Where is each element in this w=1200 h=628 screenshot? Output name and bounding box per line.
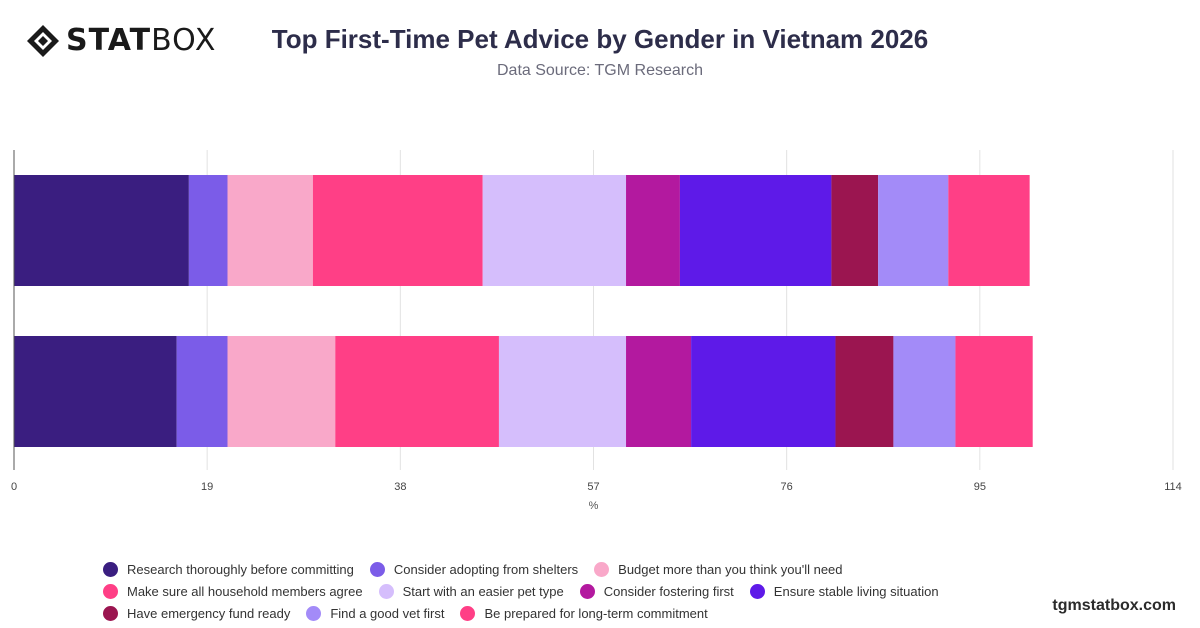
legend-swatch [594, 561, 610, 577]
diamond-logo-icon [27, 25, 59, 57]
legend-swatch [103, 605, 118, 621]
legend-item[interactable]: Consider adopting from shelters [369, 558, 579, 580]
bar-segment [14, 336, 177, 447]
bar-segment [691, 336, 836, 447]
bar-segment [14, 175, 189, 286]
bar-segment [335, 336, 499, 447]
bar-segment [227, 175, 313, 286]
legend-swatch [460, 605, 476, 621]
logo-wordmark: STATBOX [66, 23, 217, 58]
x-tick-label: 95 [974, 481, 986, 493]
legend-item[interactable]: Start with an easier pet type [378, 580, 564, 602]
x-tick-label: 57 [587, 481, 599, 493]
bar-segment [227, 336, 336, 447]
legend-label: Consider fostering first [603, 583, 734, 599]
legend-swatch [579, 583, 595, 599]
bar-segment [679, 175, 832, 286]
legend-label: Budget more than you think you'll need [618, 561, 843, 577]
legend-label: Find a good vet first [330, 605, 445, 621]
legend-swatch [103, 583, 118, 599]
legend-label: Make sure all household members agree [127, 583, 363, 599]
bar-segment [626, 336, 692, 447]
legend-swatch [306, 605, 322, 621]
legend-item[interactable]: Ensure stable living situation [749, 580, 939, 602]
x-tick-label: 76 [781, 481, 793, 493]
stacked-bar-chart: 0 19 38 57 76 95 114% [11, 150, 1182, 512]
bar-segment [626, 175, 680, 286]
legend-label: Be prepared for long-term commitment [484, 605, 708, 621]
legend-label: Start with an easier pet type [402, 583, 564, 599]
legend-item[interactable]: Find a good vet first [306, 602, 444, 624]
footer-url: tgmstatbox.com [1052, 597, 1176, 614]
x-tick-label: 114 [1164, 481, 1182, 493]
legend-label: Have emergency fund ready [127, 605, 291, 621]
legend-label: Ensure stable living situation [773, 583, 939, 599]
legend-item[interactable]: Have emergency fund ready [103, 602, 290, 624]
chart-subtitle: Data Source: TGM Research [496, 62, 703, 79]
legend-item[interactable]: Consider fostering first [579, 580, 734, 602]
bar-segment [878, 175, 949, 286]
x-tick-label: 19 [201, 481, 213, 493]
chart-title: Top First-Time Pet Advice by Gender in V… [271, 24, 929, 54]
bar-segment [893, 336, 956, 447]
bar-segment [948, 175, 1030, 286]
legend-item[interactable]: Budget more than you think you'll need [594, 558, 843, 580]
legend-item[interactable]: Make sure all household members agree [103, 580, 363, 602]
legend-label: Research thoroughly before committing [127, 561, 354, 577]
legend-swatch [103, 561, 118, 577]
bar-segment [498, 336, 627, 447]
bar-segment [955, 336, 1033, 447]
bar-segment [176, 336, 228, 447]
bar-segment [831, 175, 879, 286]
bar-segment [482, 175, 627, 286]
x-tick-label: 0 [11, 481, 17, 493]
legend-item[interactable]: Be prepared for long-term commitment [460, 602, 708, 624]
legend-swatch [749, 583, 765, 599]
bar-segment [188, 175, 228, 286]
x-axis-label: % [589, 500, 599, 512]
bar-segment [312, 175, 483, 286]
legend-swatch [378, 583, 394, 599]
statbox-logo: STATBOX [26, 24, 216, 58]
x-tick-label: 38 [394, 481, 406, 493]
legend-item[interactable]: Research thoroughly before committing [103, 558, 354, 580]
chart-legend: Research thoroughly before committing Con… [103, 558, 1113, 624]
bar-segment [835, 336, 894, 447]
legend-label: Consider adopting from shelters [393, 561, 579, 577]
legend-swatch [369, 561, 385, 577]
